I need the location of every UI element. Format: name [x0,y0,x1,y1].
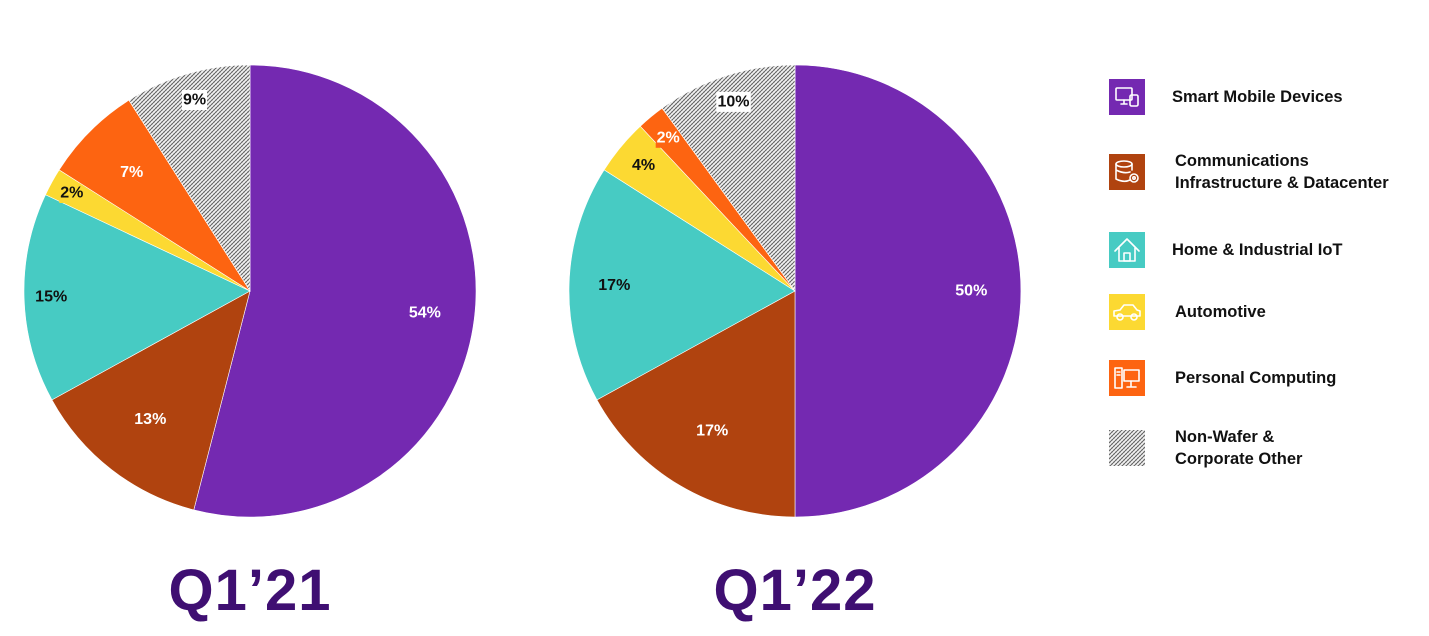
desktop-computer-icon-glyph [1114,367,1140,389]
legend-swatch [1109,232,1145,268]
legend-item-non-wafer-and-corporate-other: Non-Wafer & Corporate Other [1109,428,1303,468]
devices-icon [1109,79,1145,115]
slice-label-chip [631,155,656,176]
slice-label-chip [716,91,751,112]
legend-label: Automotive [1175,303,1266,321]
hatch-swatch-icon [1109,430,1145,466]
slice-label-home-and-industrial-iot: 15% [35,289,67,306]
house-icon-glyph [1114,238,1140,262]
car-icon-glyph [1113,304,1141,321]
pie-slice-smart-mobile-devices [193,64,477,518]
legend-label: Infrastructure & Datacenter [1175,174,1389,192]
pie-chart-2: 50% 17% 17% 4%2% 10% Q1’22 [568,64,1022,623]
legend-item-home-and-industrial-iot: Home & Industrial IoT [1109,232,1343,268]
slice-label-smart-mobile-devices: 50% [955,283,987,300]
pie-slice-non-wafer-and-corporate-other [128,64,251,293]
slice-label-chip [655,127,681,148]
slice-label-home-and-industrial-iot: 17% [598,277,630,294]
slice-label-non-wafer-and-corporate-other: 10% [717,93,749,110]
legend-label: Smart Mobile Devices [1172,88,1343,106]
slice-label-personal-computing: 7% [120,164,143,181]
slice-label-personal-computing: 2% [657,129,680,146]
pie-slice-communications-infrastructure-and-datacenter [51,290,251,511]
period-title-2: Q1’22 [714,558,877,623]
pie-slice-communications-infrastructure-and-datacenter [596,290,796,518]
period-title-1: Q1’21 [169,558,332,623]
slice-label-automotive: 2% [60,185,83,202]
desktop-computer-icon [1109,360,1145,396]
pie-slice-non-wafer-and-corporate-other [661,64,796,292]
legend-item-communications-infrastructure-and-datacenter: Communications Infrastructure & Datacente… [1109,152,1389,192]
legend-label: Personal Computing [1175,369,1336,387]
legend-swatch [1109,430,1145,466]
legend-item-smart-mobile-devices: Smart Mobile Devices [1109,79,1343,115]
pie-chart-1: 54% 13% 15% 2% 7% 9% Q1’21 [23,64,477,623]
legend-label: Home & Industrial IoT [1172,241,1343,259]
pie-slice-home-and-industrial-iot [568,169,796,401]
legend-swatch [1109,294,1145,330]
house-icon [1109,232,1145,268]
slice-label-communications-infrastructure-and-datacenter: 13% [134,411,166,428]
legend-item-personal-computing: Personal Computing [1109,360,1336,396]
slice-label-chip [59,183,85,203]
slice-label-smart-mobile-devices: 54% [409,305,441,322]
legend-label: Corporate Other [1175,450,1303,468]
devices-icon-glyph [1115,87,1139,107]
database-gear-icon-glyph [1115,160,1139,183]
legend-swatch [1109,79,1145,115]
car-icon [1109,294,1145,330]
pie-slice-home-and-industrial-iot [23,194,251,401]
legend-label: Non-Wafer & [1175,428,1274,446]
database-gear-icon [1109,154,1145,190]
slice-label-communications-infrastructure-and-datacenter: 17% [696,423,728,440]
pie-slice-smart-mobile-devices [794,64,1022,518]
slice-label-chip [182,90,207,110]
slice-label-non-wafer-and-corporate-other: 9% [183,92,206,109]
slice-label-automotive: 4% [632,157,655,174]
legend-item-automotive: Automotive [1109,294,1266,330]
legend-label: Communications [1175,152,1309,170]
